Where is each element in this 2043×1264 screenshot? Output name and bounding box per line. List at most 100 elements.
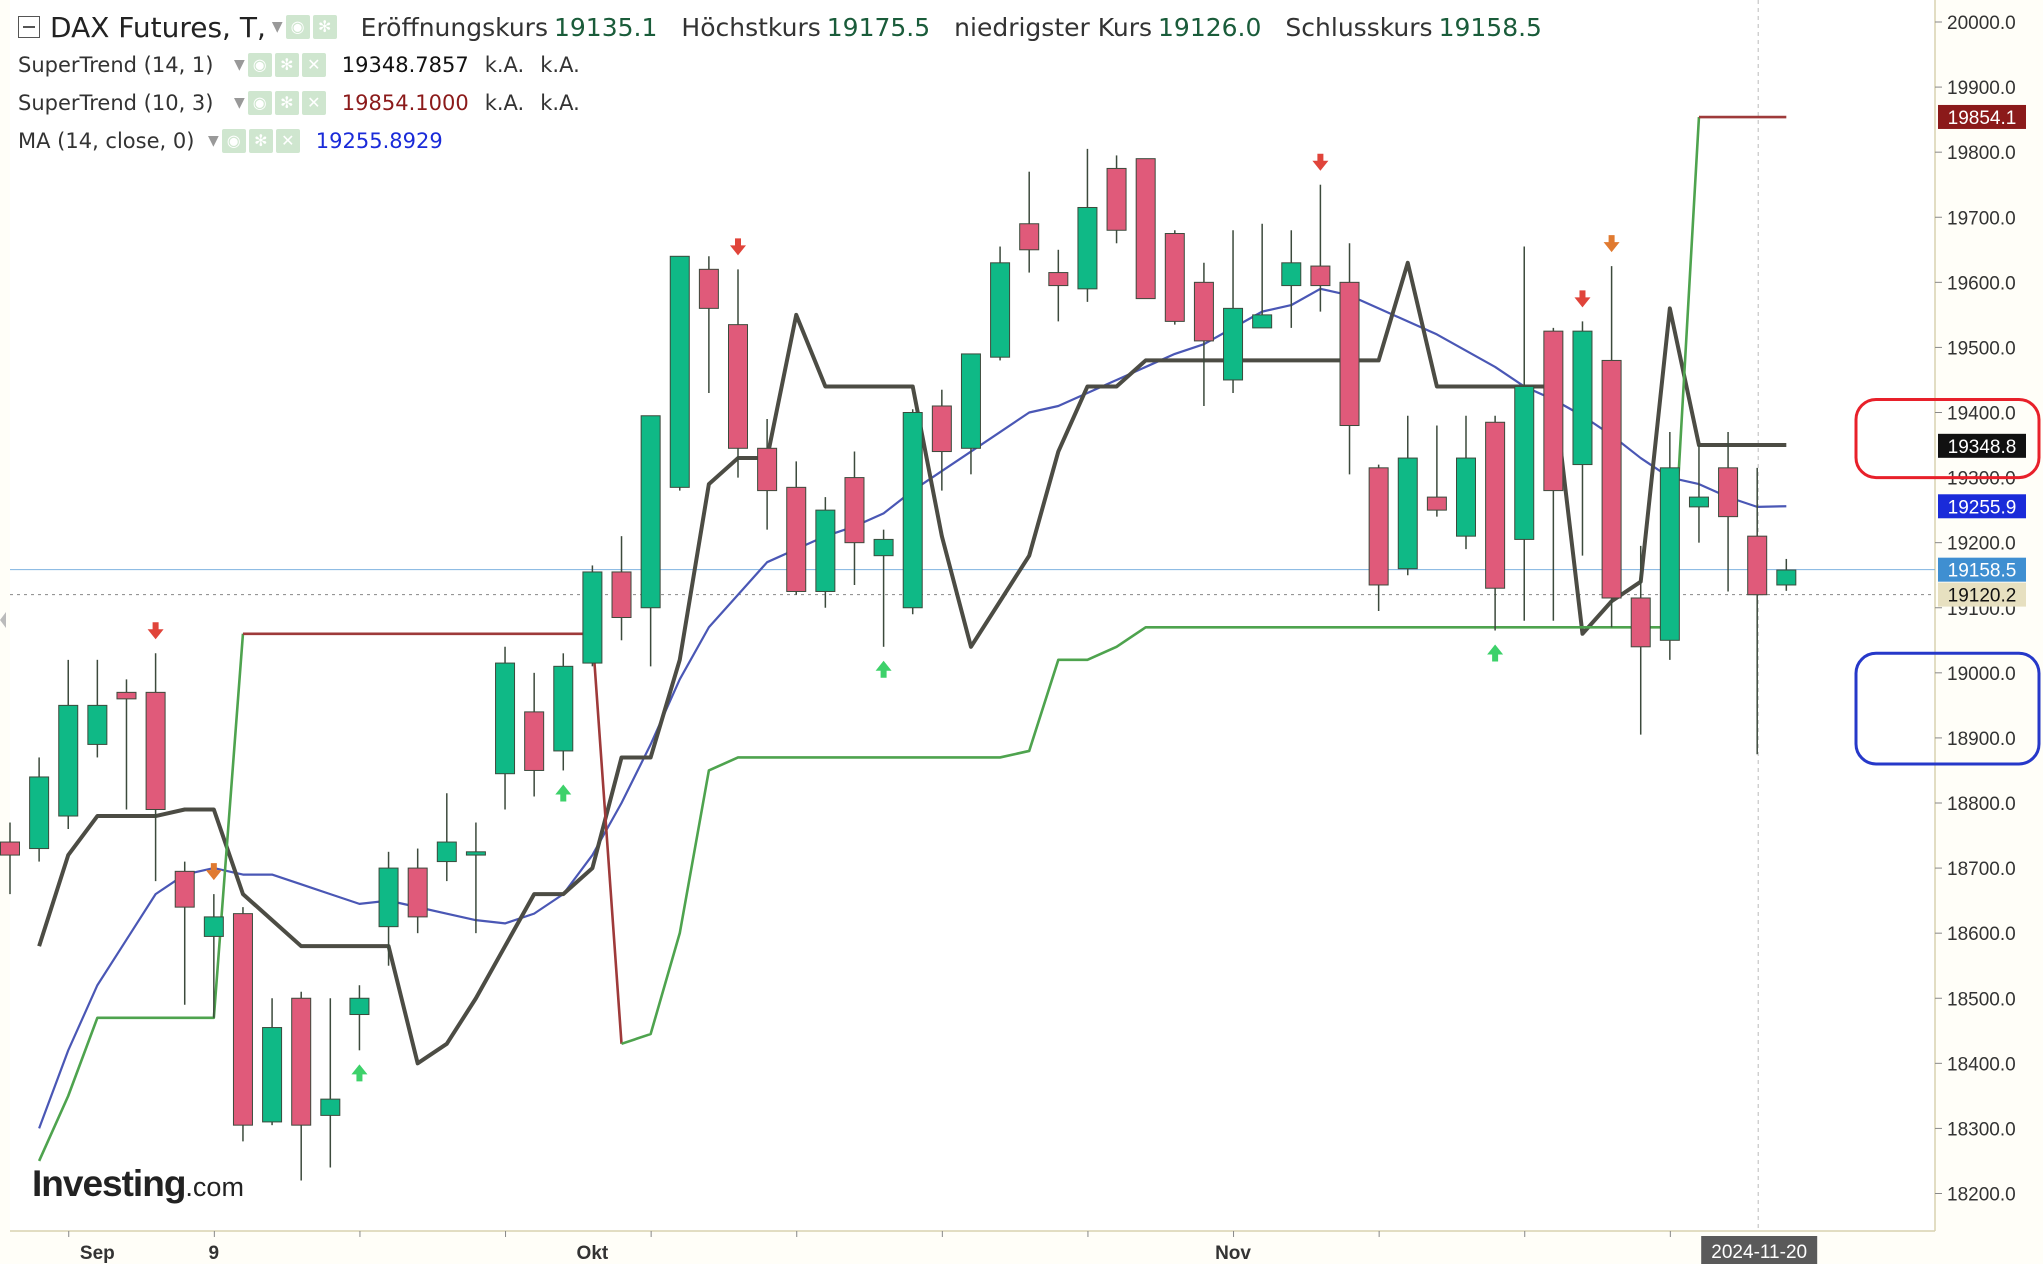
candle-body[interactable]: [1572, 330, 1593, 466]
candle-body[interactable]: [640, 415, 661, 609]
candle-body[interactable]: [1659, 467, 1680, 641]
candle-body[interactable]: [990, 262, 1011, 358]
candle-body[interactable]: [1543, 330, 1564, 492]
candle-body[interactable]: [320, 1098, 341, 1116]
close-icon[interactable]: ✕: [301, 91, 326, 115]
candle-body[interactable]: [553, 665, 574, 752]
candle-body[interactable]: [116, 691, 137, 700]
chevron-down-icon[interactable]: ▼: [208, 133, 219, 149]
candle-body[interactable]: [1397, 457, 1418, 570]
x-tick-label: Okt: [577, 1243, 609, 1264]
candle-body[interactable]: [902, 412, 923, 609]
candle-body[interactable]: [436, 841, 457, 863]
price-marker: [1938, 582, 2026, 607]
candle-body[interactable]: [1164, 233, 1185, 322]
eye-icon[interactable]: ◉: [285, 15, 310, 39]
gear-icon[interactable]: ✻: [274, 53, 299, 77]
indicator-name[interactable]: MA (14, close, 0): [18, 129, 195, 153]
gear-icon[interactable]: ✻: [248, 129, 273, 153]
candle-body[interactable]: [1776, 569, 1797, 586]
candle-body[interactable]: [582, 571, 603, 664]
candle-body[interactable]: [1048, 272, 1069, 287]
candle-body[interactable]: [1718, 467, 1739, 518]
candle-body[interactable]: [232, 913, 253, 1126]
gear-icon[interactable]: ✻: [274, 91, 299, 115]
candle-body[interactable]: [844, 477, 865, 544]
candle-body[interactable]: [669, 255, 690, 488]
candle-body[interactable]: [0, 841, 20, 856]
candle-body[interactable]: [1281, 262, 1302, 287]
instrument-title[interactable]: DAX Futures, T,: [50, 10, 266, 44]
candle-body[interactable]: [757, 447, 778, 492]
candle-body[interactable]: [931, 405, 952, 453]
candle-body[interactable]: [1514, 385, 1535, 540]
candle-body[interactable]: [524, 711, 545, 771]
candle-body[interactable]: [1135, 158, 1156, 300]
price-marker: [1938, 433, 2026, 458]
candle-body[interactable]: [728, 324, 748, 449]
close-icon[interactable]: ✕: [275, 129, 300, 153]
candle-body[interactable]: [29, 776, 50, 850]
candle-body[interactable]: [873, 538, 894, 557]
candle-body[interactable]: [815, 509, 836, 592]
sell-arrow-icon: [1312, 153, 1329, 171]
candle-body[interactable]: [407, 867, 428, 918]
candle-body[interactable]: [87, 704, 108, 745]
indicator-extra: k.A.: [484, 53, 525, 77]
candle-body[interactable]: [1252, 314, 1273, 329]
eye-icon[interactable]: ◉: [247, 53, 272, 77]
candle-body[interactable]: [262, 1027, 283, 1123]
candle-body[interactable]: [1106, 167, 1127, 231]
indicator-name[interactable]: SuperTrend (10, 3): [18, 91, 214, 115]
candle-body[interactable]: [145, 691, 166, 811]
time-axis[interactable]: [0, 1231, 1935, 1264]
candle-body[interactable]: [698, 268, 719, 309]
chevron-down-icon[interactable]: ▼: [234, 57, 245, 73]
candle-body[interactable]: [1688, 496, 1709, 508]
candle-body[interactable]: [1223, 307, 1244, 381]
candle-body[interactable]: [960, 353, 981, 449]
candle-body[interactable]: [1339, 281, 1360, 427]
logo-suffix: .com: [185, 1172, 244, 1202]
eye-icon[interactable]: ◉: [247, 91, 272, 115]
candle-body[interactable]: [378, 867, 399, 928]
candle-body[interactable]: [1630, 597, 1651, 648]
candle-body[interactable]: [1368, 467, 1389, 586]
candle-body[interactable]: [495, 662, 516, 775]
candle-body[interactable]: [786, 486, 807, 592]
candle-body[interactable]: [1077, 206, 1098, 290]
price-marker: [1938, 557, 2026, 582]
candle-body[interactable]: [1310, 265, 1331, 287]
price-axis[interactable]: [1935, 0, 2043, 1264]
collapse-icon[interactable]: [18, 16, 40, 38]
scroll-handle-icon[interactable]: [0, 612, 6, 628]
indicator-value: 19854.1000: [341, 91, 469, 115]
chevron-down-icon[interactable]: ▼: [271, 19, 283, 35]
candle-body[interactable]: [291, 997, 312, 1126]
y-tick-label: 18400.0: [1947, 1054, 2016, 1075]
candle-body[interactable]: [1747, 535, 1768, 596]
candle-body[interactable]: [58, 704, 79, 817]
candle-body[interactable]: [174, 870, 195, 908]
price-marker-label: 19255.9: [1948, 497, 2017, 518]
buy-arrow-icon: [1487, 644, 1504, 662]
candle-body[interactable]: [349, 997, 370, 1016]
candle-body[interactable]: [1193, 281, 1214, 342]
chevron-down-icon[interactable]: ▼: [234, 95, 245, 111]
gear-icon[interactable]: ✻: [312, 15, 337, 39]
eye-icon[interactable]: ◉: [221, 129, 246, 153]
close-icon[interactable]: ✕: [301, 53, 326, 77]
y-tick-label: 19800.0: [1947, 143, 2016, 164]
candle-body[interactable]: [1456, 457, 1476, 537]
candle-body[interactable]: [203, 916, 224, 937]
candle-body[interactable]: [1485, 421, 1506, 589]
chart-legend: DAX Futures, T, ▼ ◉ ✻ Eröffnungskurs 191…: [18, 8, 1542, 160]
ohlc-low-label: niedrigster Kurs: [954, 12, 1153, 42]
candle-body[interactable]: [611, 571, 632, 619]
candle-body[interactable]: [1019, 223, 1040, 251]
indicator-name[interactable]: SuperTrend (14, 1): [18, 53, 214, 77]
candle-body[interactable]: [1426, 496, 1447, 511]
candle-body[interactable]: [465, 851, 486, 856]
candle-body[interactable]: [1601, 359, 1622, 599]
